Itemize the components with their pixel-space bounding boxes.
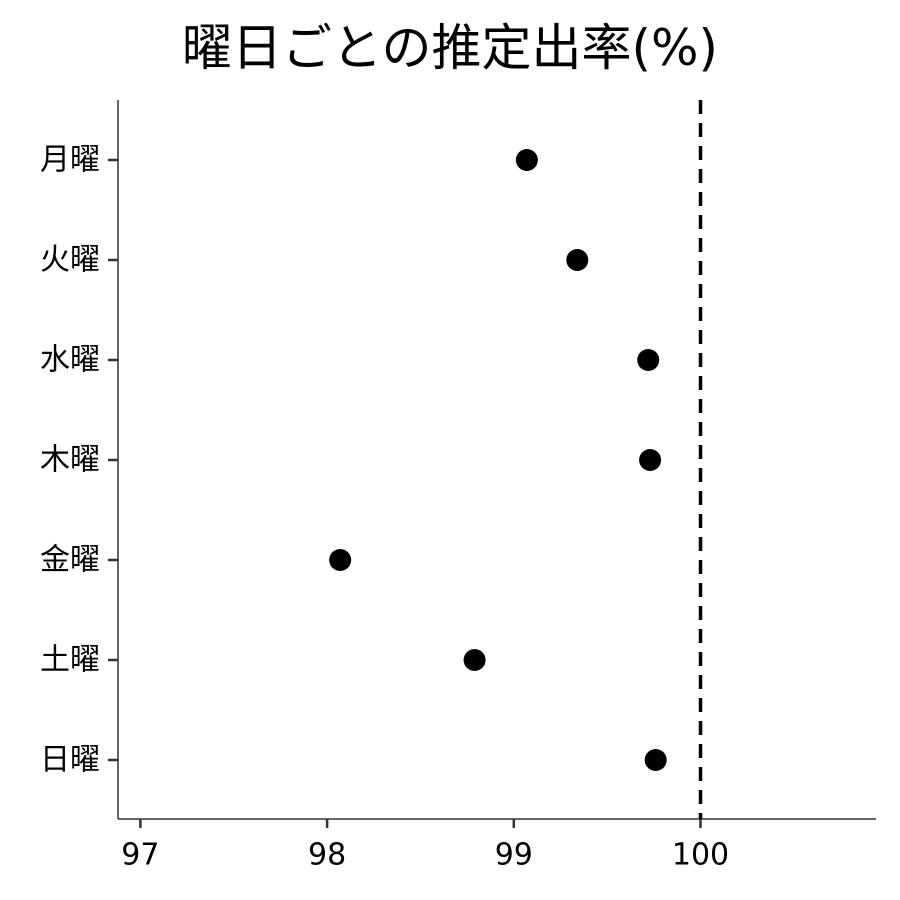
y-tick-label: 火曜: [40, 243, 100, 278]
y-tick-label: 日曜: [40, 743, 100, 778]
y-tick-label: 土曜: [40, 643, 100, 678]
x-tick-label: 100: [672, 838, 729, 873]
x-tick-label: 97: [121, 838, 159, 873]
x-tick-label: 98: [308, 838, 346, 873]
y-tick-label: 月曜: [40, 143, 100, 178]
chart-title: 曜日ごとの推定出率(%): [181, 19, 719, 77]
data-point: [644, 749, 667, 771]
y-tick-label: 水曜: [40, 343, 100, 378]
y-tick-label: 金曜: [40, 543, 100, 578]
data-point: [329, 549, 352, 571]
x-tick-label: 99: [495, 838, 533, 873]
y-tick-label: 木曜: [40, 443, 100, 478]
data-point: [639, 449, 662, 471]
data-point: [566, 249, 589, 271]
data-point: [637, 349, 660, 371]
data-point: [463, 649, 486, 671]
data-point: [515, 149, 538, 171]
